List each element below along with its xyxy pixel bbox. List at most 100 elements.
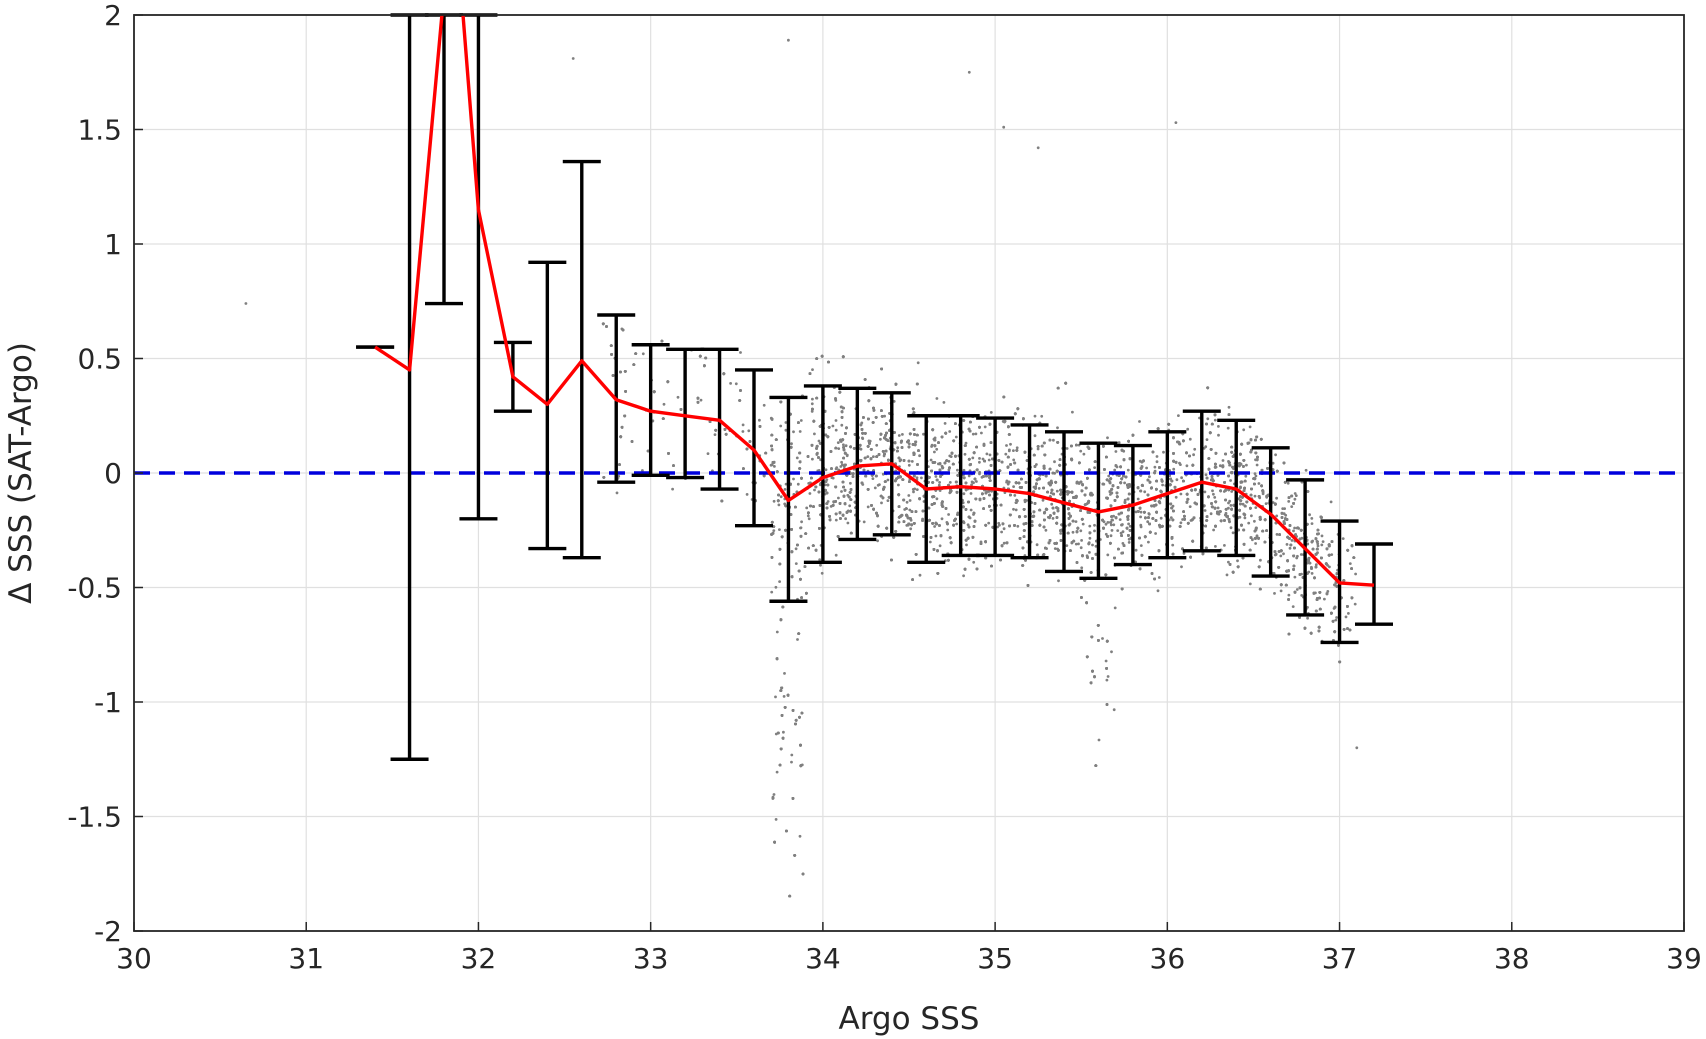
scatter-point: [886, 499, 890, 502]
scatter-point: [1104, 522, 1108, 526]
scatter-point: [824, 468, 828, 472]
scatter-point: [907, 494, 911, 497]
scatter-point: [1123, 481, 1126, 485]
scatter-point: [956, 468, 959, 472]
scatter-point: [1179, 492, 1183, 496]
scatter-point: [699, 398, 703, 402]
scatter-point: [1004, 452, 1008, 456]
scatter-point: [1147, 512, 1151, 515]
scatter-point: [1044, 528, 1048, 532]
scatter-point: [1229, 526, 1233, 530]
scatter-point: [1094, 544, 1098, 548]
scatter-point: [1241, 502, 1245, 506]
scatter-point: [1279, 554, 1283, 558]
scatter-point: [972, 481, 975, 485]
scatter-point: [1271, 501, 1275, 504]
scatter-point: [978, 457, 981, 460]
scatter-point: [1229, 504, 1233, 507]
scatter-point: [872, 455, 875, 458]
scatter-point: [1254, 506, 1258, 509]
scatter-point: [798, 430, 802, 433]
scatter-point: [662, 402, 666, 406]
scatter-point: [741, 423, 745, 427]
scatter-point: [1248, 582, 1252, 586]
scatter-point: [1171, 543, 1175, 547]
scatter-point: [1206, 417, 1210, 421]
scatter-point: [1056, 426, 1059, 430]
scatter-point: [948, 430, 952, 433]
scatter-point: [820, 571, 824, 575]
scatter-point: [1143, 490, 1147, 494]
scatter-point: [988, 453, 992, 457]
scatter-point: [1211, 489, 1214, 493]
scatter-point: [1213, 496, 1217, 499]
scatter-point: [1155, 455, 1159, 458]
scatter-point: [1248, 425, 1252, 429]
scatter-point: [734, 382, 738, 386]
scatter-point: [1172, 467, 1176, 471]
scatter-point: [1139, 544, 1143, 547]
scatter-point: [844, 517, 847, 521]
scatter-point: [1080, 539, 1083, 542]
scatter-point: [1127, 541, 1131, 544]
scatter-point: [706, 452, 710, 455]
scatter-point: [912, 490, 915, 494]
scatter-point: [1162, 450, 1165, 454]
scatter-point: [813, 432, 816, 436]
scatter-point: [910, 460, 914, 463]
scatter-point: [1242, 428, 1246, 432]
scatter-point: [907, 442, 911, 446]
scatter-point: [1293, 526, 1296, 530]
scatter-point: [1223, 544, 1226, 547]
scatter-point: [1159, 516, 1163, 520]
scatter-point: [1306, 616, 1309, 620]
scatter-point: [935, 447, 939, 451]
scatter-point: [770, 590, 774, 594]
scatter-point: [1050, 502, 1054, 506]
scatter-point: [1082, 452, 1086, 456]
scatter-point: [1126, 468, 1130, 472]
scatter-point: [1227, 501, 1230, 505]
scatter-point: [1123, 498, 1127, 502]
scatter-point: [1229, 479, 1232, 482]
scatter-point: [641, 469, 644, 472]
scatter-point: [1344, 615, 1348, 619]
scatter-point: [978, 460, 981, 464]
scatter-point: [1012, 449, 1015, 452]
scatter-point: [971, 456, 975, 460]
scatter-point: [774, 585, 778, 589]
scatter-point: [1013, 494, 1017, 497]
scatter-point: [969, 508, 973, 512]
scatter-point: [808, 492, 812, 495]
scatter-point: [1066, 492, 1069, 496]
scatter-point: [1093, 466, 1096, 469]
scatter-point: [1136, 497, 1140, 501]
scatter-point: [1287, 500, 1291, 503]
scatter-point: [1293, 575, 1297, 579]
scatter-point: [790, 753, 794, 757]
scatter-point: [741, 430, 745, 433]
scatter-point: [1074, 520, 1078, 523]
scatter-point: [1218, 464, 1222, 468]
scatter-point: [967, 474, 971, 478]
scatter-point: [810, 410, 814, 413]
scatter-point: [1110, 529, 1114, 532]
scatter-point: [1002, 541, 1006, 545]
scatter-point: [948, 481, 952, 484]
scatter-point: [1334, 618, 1338, 622]
scatter-point: [1259, 558, 1262, 562]
scatter-point: [1035, 543, 1039, 547]
scatter-point: [1243, 516, 1247, 520]
scatter-point: [844, 444, 848, 448]
scatter-point: [807, 517, 811, 521]
scatter-point: [918, 573, 922, 577]
scatter-point: [1284, 513, 1288, 517]
scatter-point: [1104, 532, 1108, 536]
scatter-point: [1079, 546, 1083, 550]
scatter-point: [834, 428, 838, 432]
scatter-point: [1295, 588, 1299, 591]
scatter-point: [915, 488, 919, 491]
scatter-point: [783, 672, 786, 675]
scatter-point: [1177, 414, 1180, 417]
scatter-point: [1282, 552, 1285, 556]
